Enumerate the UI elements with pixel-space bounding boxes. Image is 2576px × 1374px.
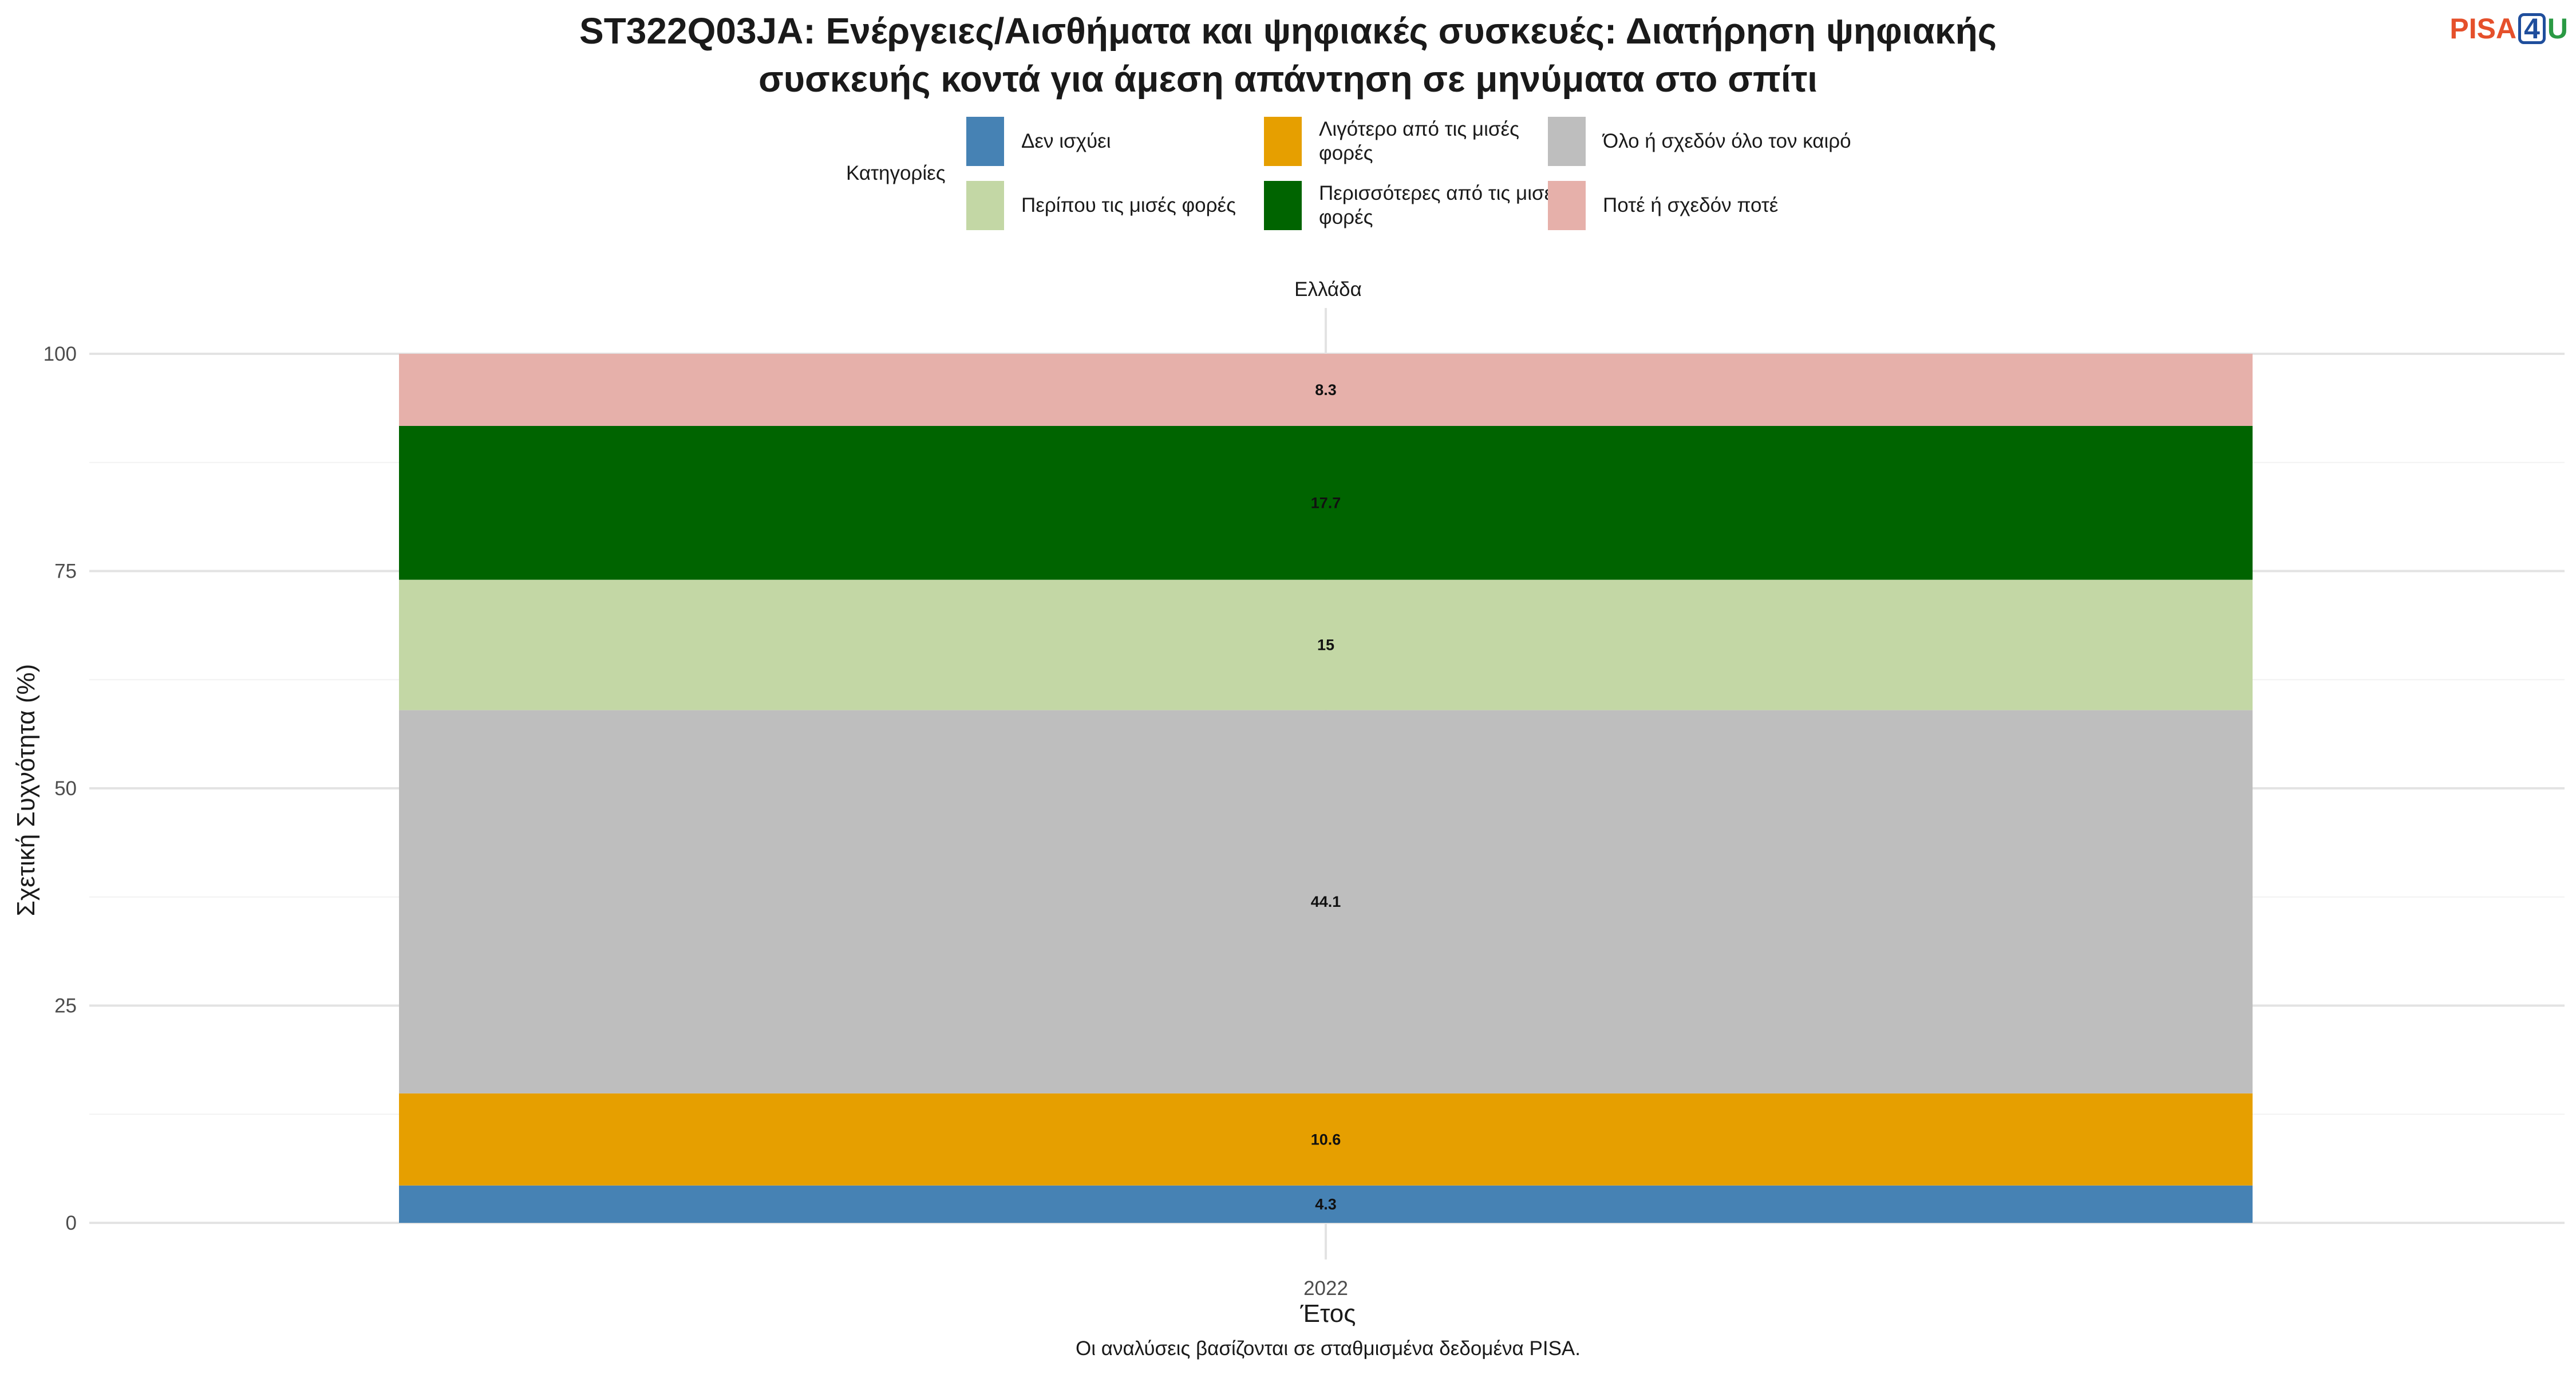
- legend-swatch: [966, 117, 1004, 166]
- chart-title-line-2: συσκευής κοντά για άμεση απάντηση σε μην…: [758, 58, 1818, 100]
- y-axis-title: Σχετική Συχνότητα (%): [12, 664, 40, 917]
- data-label: 10.6: [1311, 1131, 1341, 1148]
- legend-swatch: [1548, 117, 1586, 166]
- logo-part-four: 4: [2518, 13, 2546, 44]
- y-tick-label: 100: [44, 343, 77, 365]
- legend-label: Λιγότερο από τις μισές φορές: [1319, 118, 1519, 164]
- y-tick-label: 50: [54, 777, 77, 800]
- legend-item-peripou: Περίπου τις μισές φορές: [966, 181, 1273, 230]
- legend-label: Περισσότερες από τις μισές φορές: [1319, 182, 1563, 228]
- legend-label: Περίπου τις μισές φορές: [1021, 194, 1236, 216]
- bar-segment: [399, 354, 2253, 426]
- facet-label: Ελλάδα: [1294, 278, 1362, 301]
- legend-item-perissoteres: Περισσότερες από τις μισές φορές: [1264, 181, 1571, 230]
- chart-title: ST322Q03JA: Ενέργειες/Αισθήματα και ψηφι…: [0, 7, 2576, 103]
- logo-part-pisa: PISA: [2449, 13, 2517, 45]
- legend-label: Όλο ή σχεδόν όλο τον καιρό: [1603, 130, 1851, 152]
- legend-swatch: [1264, 117, 1302, 166]
- legend-title: Κατηγορίες: [846, 162, 946, 184]
- data-label: 44.1: [1311, 893, 1341, 910]
- bar-segment: [399, 579, 2253, 710]
- bars-layer: [399, 354, 2253, 1223]
- caption: Οι αναλύσεις βασίζονται σε σταθμισμένα δ…: [1075, 1337, 1581, 1360]
- data-labels-layer: 4.3 10.6 44.1 15 17.7 8.3: [1311, 381, 1341, 1213]
- logo-part-u: U: [2547, 13, 2568, 45]
- data-label: 8.3: [1315, 381, 1337, 398]
- bar-segment: [399, 425, 2253, 580]
- bar-segment: [399, 710, 2253, 1093]
- legend-label: Δεν ισχύει: [1021, 130, 1111, 152]
- legend-swatch: [1548, 181, 1586, 230]
- legend-item-pote: Ποτέ ή σχεδόν ποτέ: [1548, 181, 1855, 230]
- legend-item-olo: Όλο ή σχεδόν όλο τον καιρό: [1548, 117, 1855, 166]
- bar-segment: [399, 1093, 2253, 1186]
- y-tick-label: 0: [66, 1212, 77, 1234]
- data-label: 17.7: [1311, 494, 1341, 511]
- y-tick-label: 75: [54, 560, 77, 583]
- y-tick-label: 25: [54, 995, 77, 1017]
- x-tick-label: 2022: [1303, 1277, 1348, 1300]
- legend-swatch: [1264, 181, 1302, 230]
- x-axis-title: Έτος: [1300, 1300, 1356, 1328]
- data-label: 4.3: [1315, 1195, 1337, 1213]
- legend-item-den-isxyei: Δεν ισχύει: [966, 117, 1273, 166]
- chart-title-line-1: ST322Q03JA: Ενέργειες/Αισθήματα και ψηφι…: [579, 10, 1997, 52]
- pisa4u-logo: PISA 4 U: [2449, 8, 2568, 49]
- data-label: 15: [1317, 637, 1334, 654]
- legend-item-ligotero: Λιγότερο από τις μισές φορές: [1264, 117, 1571, 166]
- legend-swatch: [966, 181, 1004, 230]
- legend-label: Ποτέ ή σχεδόν ποτέ: [1603, 194, 1779, 216]
- axis-layer: 0 25 50 75 100 2022: [44, 343, 1348, 1300]
- bar-segment: [399, 1185, 2253, 1223]
